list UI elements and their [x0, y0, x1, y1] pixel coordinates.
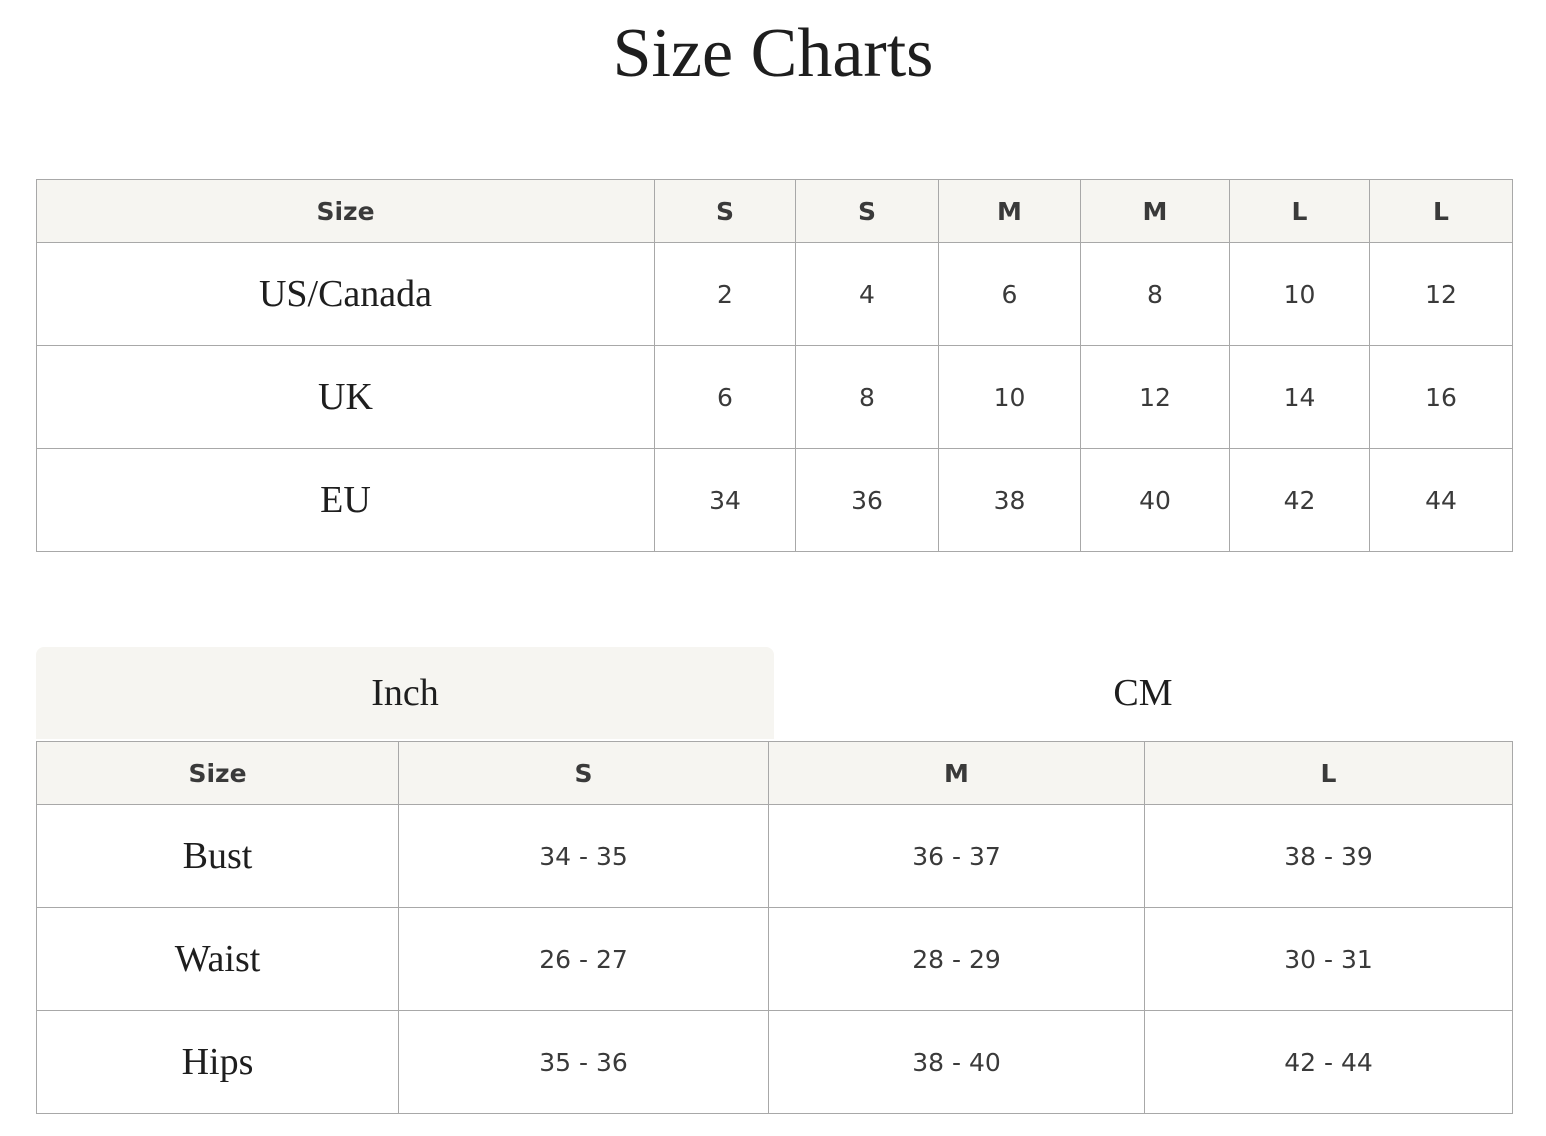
table-cell: 6 — [654, 345, 796, 449]
table-cell: 26 - 27 — [398, 907, 769, 1011]
page-title: Size Charts — [612, 15, 934, 92]
tab-inch[interactable]: Inch — [36, 647, 774, 739]
table-cell: 38 - 40 — [768, 1010, 1145, 1114]
table-cell: 10 — [1229, 242, 1370, 346]
table-row: EU 34 36 38 40 42 44 — [36, 448, 1513, 552]
table-cell: 42 — [1229, 448, 1370, 552]
table-header-row: Size S S M M L L — [36, 179, 1513, 243]
table-cell: 6 — [938, 242, 1081, 346]
header-cell: M — [938, 179, 1081, 243]
row-label: US/Canada — [36, 242, 655, 346]
table-cell: 10 — [938, 345, 1081, 449]
header-cell: L — [1144, 741, 1513, 805]
header-cell: M — [768, 741, 1145, 805]
header-cell: L — [1229, 179, 1370, 243]
table-cell: 12 — [1080, 345, 1230, 449]
table-cell: 40 — [1080, 448, 1230, 552]
header-cell: M — [1080, 179, 1230, 243]
row-label: UK — [36, 345, 655, 449]
header-cell: S — [398, 741, 769, 805]
row-label: Waist — [36, 907, 399, 1011]
table-cell: 28 - 29 — [768, 907, 1145, 1011]
table-row: US/Canada 2 4 6 8 10 12 — [36, 242, 1513, 346]
size-conversion-table: Size S S M M L L US/Canada 2 4 6 8 10 12 UK 6 8 10… — [36, 179, 1513, 552]
table-row: Bust 34 - 35 36 - 37 38 - 39 — [36, 804, 1513, 908]
table-row: UK 6 8 10 12 14 16 — [36, 345, 1513, 449]
table-cell: 34 — [654, 448, 796, 552]
table-cell: 8 — [795, 345, 939, 449]
table-cell: 36 — [795, 448, 939, 552]
table-row: Waist 26 - 27 28 - 29 30 - 31 — [36, 907, 1513, 1011]
measurement-table: Size S M L Bust 34 - 35 36 - 37 38 - 39 Wais… — [36, 741, 1513, 1114]
table-cell: 35 - 36 — [398, 1010, 769, 1114]
table-row: Hips 35 - 36 38 - 40 42 - 44 — [36, 1010, 1513, 1114]
table-cell: 2 — [654, 242, 796, 346]
row-label: EU — [36, 448, 655, 552]
table-cell: 4 — [795, 242, 939, 346]
tab-cm[interactable]: CM — [1113, 672, 1173, 714]
table-cell: 12 — [1369, 242, 1513, 346]
unit-tabs: Inch CM — [36, 647, 1512, 739]
row-label: Bust — [36, 804, 399, 908]
table-cell: 42 - 44 — [1144, 1010, 1513, 1114]
table-cell: 30 - 31 — [1144, 907, 1513, 1011]
table-cell: 14 — [1229, 345, 1370, 449]
table-cell: 16 — [1369, 345, 1513, 449]
table-cell: 34 - 35 — [398, 804, 769, 908]
header-cell: Size — [36, 741, 399, 805]
row-label: Hips — [36, 1010, 399, 1114]
table-cell: 8 — [1080, 242, 1230, 346]
table-cell: 44 — [1369, 448, 1513, 552]
header-cell: S — [795, 179, 939, 243]
table-cell: 38 — [938, 448, 1081, 552]
header-cell: Size — [36, 179, 655, 243]
header-cell: L — [1369, 179, 1513, 243]
header-cell: S — [654, 179, 796, 243]
table-header-row: Size S M L — [36, 741, 1513, 805]
table-cell: 38 - 39 — [1144, 804, 1513, 908]
table-cell: 36 - 37 — [768, 804, 1145, 908]
